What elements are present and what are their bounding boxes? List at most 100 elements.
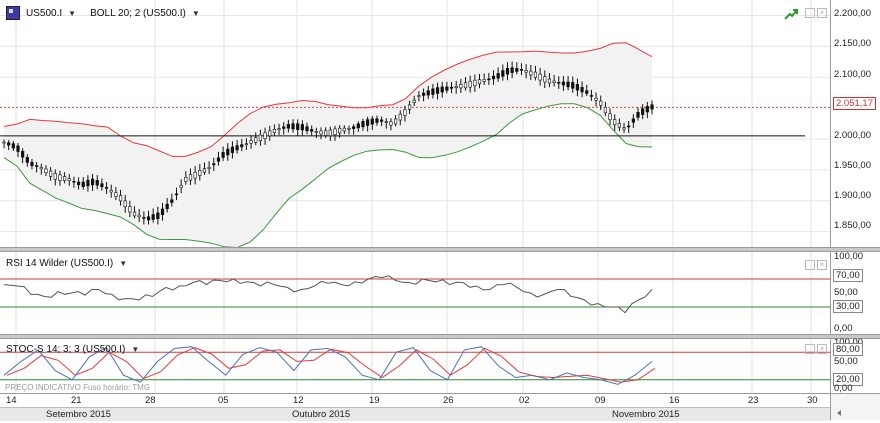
candle-body (324, 130, 328, 136)
candle-body (599, 100, 603, 106)
candle-body (156, 212, 160, 220)
day-label: 30 (807, 395, 818, 406)
candle-body (212, 163, 216, 166)
candle-body (519, 69, 524, 71)
candle-body (2, 141, 6, 144)
candle-body (496, 73, 500, 79)
band-fill (4, 42, 652, 248)
candle-body (216, 157, 221, 162)
candle-body (114, 192, 118, 197)
time-axis[interactable]: 14 21 28 05 12 19 26 02 09 16 23 30 Sete… (0, 393, 831, 421)
candle-body (361, 121, 365, 128)
candle-body (617, 123, 621, 128)
candle-body (300, 124, 304, 131)
scroll-arrow-icon[interactable] (831, 394, 880, 420)
upper-band-line (3, 42, 653, 157)
candle-body (384, 121, 388, 123)
candle-body (435, 87, 440, 94)
candle-body (319, 130, 323, 135)
candle-body (282, 126, 286, 129)
candle-body (575, 84, 580, 91)
candle-body (589, 95, 593, 97)
candle-body (398, 113, 402, 121)
candle-body (291, 123, 295, 130)
candle-body (552, 80, 556, 84)
chevron-down-icon[interactable]: ▼ (191, 8, 200, 18)
indicator-label[interactable]: BOLL 20; 2 (US500.I) (90, 7, 186, 19)
chevron-down-icon[interactable]: ▼ (131, 345, 140, 354)
candle-body (174, 193, 179, 196)
candle-body (622, 127, 626, 130)
candle-body (235, 145, 239, 151)
candle-body (314, 131, 318, 133)
rsi-tick: 0,00 (834, 323, 853, 334)
stoch-header: STOC-S 14; 3; 3 (US500.I) ▼ (6, 344, 139, 355)
stoch-label[interactable]: STOC-S 14; 3; 3 (US500.I) (6, 344, 126, 355)
candle-body (123, 200, 127, 208)
month-label: Outubro 2015 (292, 409, 351, 420)
candle-body (608, 113, 612, 121)
day-label: 28 (145, 395, 156, 406)
price-tick: 2.200,00 (834, 8, 871, 19)
candle-body (641, 108, 645, 115)
pane-maximize-icon[interactable] (805, 8, 815, 18)
candle-body (347, 128, 351, 130)
candle-body (95, 180, 99, 186)
candle-body (491, 75, 496, 80)
price-tick: 2.000,00 (834, 130, 871, 141)
rsi-header: RSI 14 Wilder (US500.I) ▼ (6, 258, 127, 269)
symbol-label[interactable]: US500.I (26, 7, 63, 19)
pane-close-icon[interactable]: × (817, 8, 827, 18)
rsi-chart (0, 252, 830, 334)
stoch-plot[interactable]: STOC-S 14; 3; 3 (US500.I) ▼ × (0, 339, 831, 393)
pane-maximize-icon[interactable] (805, 344, 815, 354)
price-chart (0, 0, 830, 249)
candle-body (16, 145, 20, 152)
candle-body (90, 178, 95, 186)
chevron-down-icon[interactable]: ▼ (119, 259, 128, 268)
candle-body (104, 187, 109, 189)
price-tick: 1.850,00 (834, 220, 871, 231)
candle-body (403, 109, 407, 116)
pane-divider[interactable] (0, 247, 880, 252)
month-label: Novembro 2015 (612, 409, 680, 420)
candle-body (193, 171, 197, 179)
price-tick: 1.900,00 (834, 190, 871, 201)
candle-body (366, 119, 370, 126)
rsi-label[interactable]: RSI 14 Wilder (US500.I) (6, 258, 114, 269)
day-label: 12 (293, 395, 304, 406)
pane-close-icon[interactable]: × (817, 344, 827, 354)
stoch-tick: 100,00 (834, 337, 863, 348)
rsi-plot[interactable]: RSI 14 Wilder (US500.I) ▼ × (0, 252, 831, 334)
candle-body (561, 81, 566, 86)
pane-divider[interactable] (0, 334, 880, 339)
candle-body (482, 79, 486, 82)
candle-body (510, 67, 514, 73)
trend-arrow-icon[interactable] (784, 8, 798, 20)
candle-body (81, 181, 85, 187)
candle-body (165, 203, 169, 210)
candle-body (207, 167, 211, 169)
chevron-down-icon[interactable]: ▼ (68, 8, 77, 18)
candle-body (268, 130, 272, 137)
pane-close-icon[interactable]: × (817, 260, 827, 270)
candle-body (547, 78, 552, 84)
stoch-chart (0, 339, 830, 393)
stoch-tick: 80,00 (833, 343, 863, 356)
candle-body (76, 181, 81, 186)
rsi-axis: 100,00 70,00 50,00 30,00 0,00 (831, 251, 880, 334)
candle-body (407, 104, 412, 110)
candle-body (310, 129, 314, 132)
price-tick: 2.150,00 (834, 38, 871, 49)
candle-body (58, 174, 62, 181)
candle-body (533, 71, 538, 78)
watermark: PREÇO INDICATIVO Fuso horário: TMG (5, 383, 151, 392)
candle-body (305, 126, 309, 132)
price-tick: 1.950,00 (834, 160, 871, 171)
pane-maximize-icon[interactable] (805, 260, 815, 270)
candle-body (338, 127, 342, 134)
candle-body (230, 146, 235, 153)
candle-body (146, 216, 151, 221)
price-plot[interactable]: US500.I ▼ BOLL 20; 2 (US500.I) ▼ × (0, 0, 831, 249)
day-label: 23 (748, 395, 759, 406)
